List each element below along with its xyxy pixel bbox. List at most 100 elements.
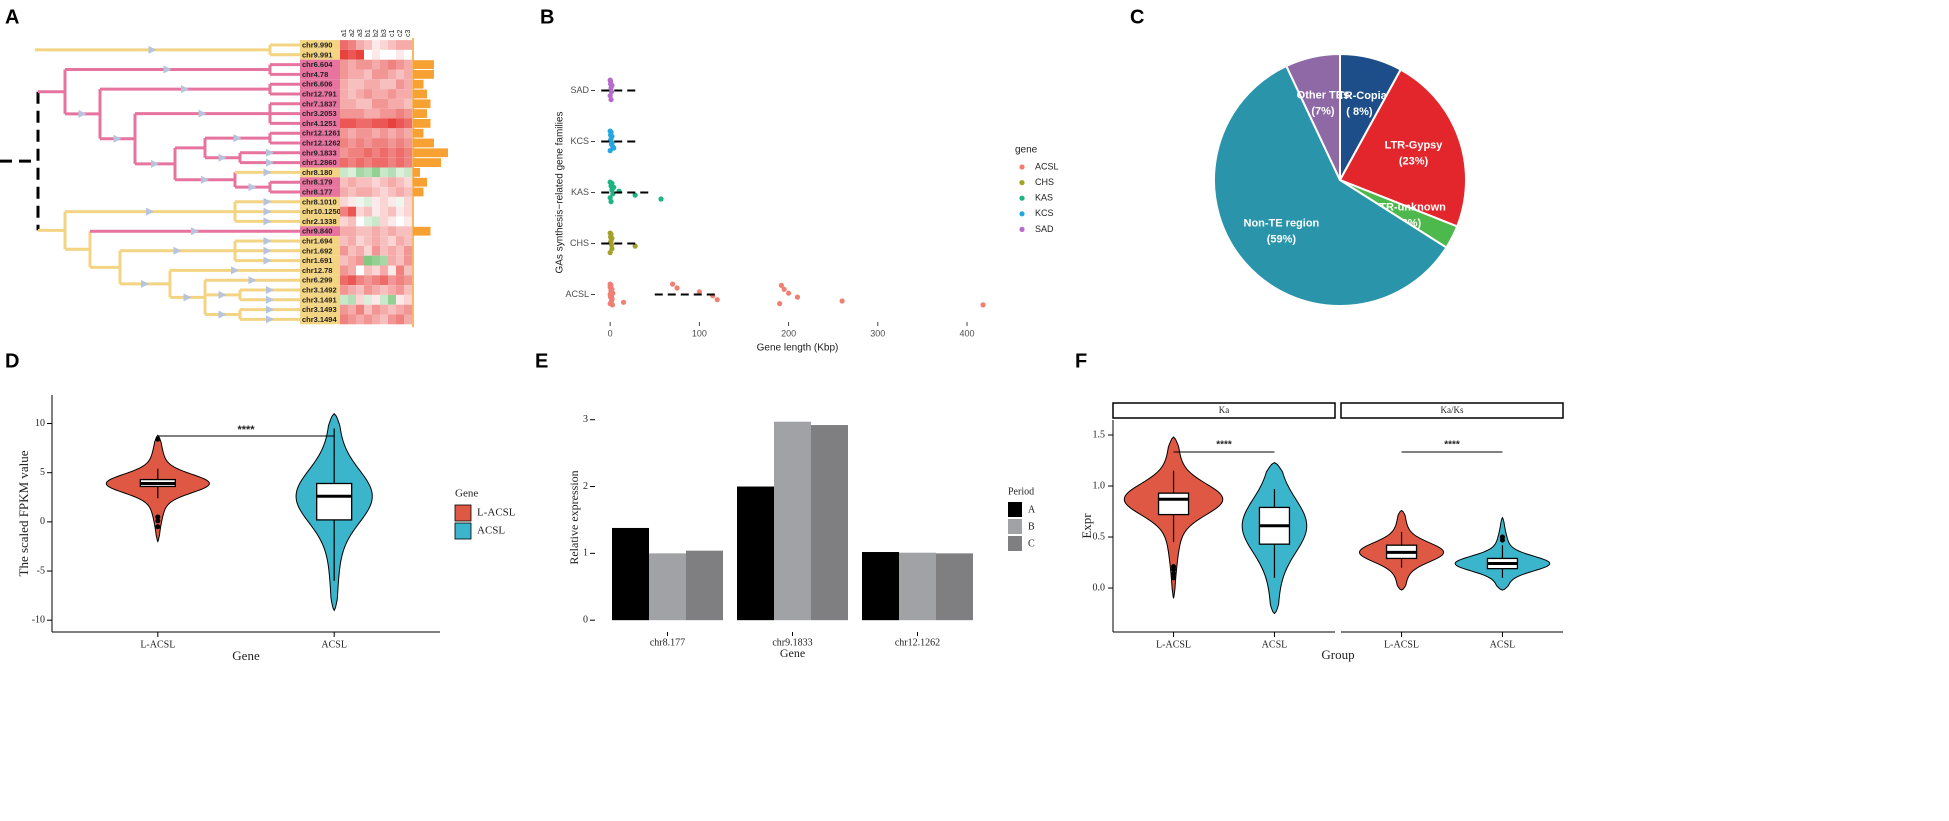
bar (774, 421, 811, 621)
legend-swatch (454, 522, 472, 540)
panel-letter: A (5, 6, 19, 28)
branch-arrow (266, 315, 274, 324)
panel-letter: B (540, 6, 554, 28)
legend-swatch (1008, 502, 1022, 517)
heat-cell (404, 245, 412, 256)
heat-cell (348, 147, 356, 158)
heat-cell (340, 236, 348, 246)
heat-cell (372, 177, 380, 188)
point (778, 282, 785, 288)
heat-cell (404, 294, 412, 305)
heat-cell (340, 59, 348, 70)
heat-cell (372, 98, 380, 109)
heat-cell (396, 98, 404, 109)
heat-cell (340, 216, 348, 227)
heat-cell (372, 128, 380, 139)
branch-arrow (218, 153, 227, 162)
heat-cell (380, 177, 388, 188)
heat-cell (380, 294, 388, 305)
heat-cell (372, 187, 380, 197)
significance: **** (1216, 440, 1232, 451)
row-label-bg (300, 40, 340, 50)
heat-cell (404, 118, 412, 129)
heat-cell (396, 157, 404, 168)
row-label: chr9.840 (302, 227, 332, 236)
point (609, 133, 615, 139)
heat-cell (364, 118, 372, 129)
point (696, 289, 702, 295)
branch-arrow (141, 279, 149, 288)
heat-cell (364, 196, 372, 207)
heat-cell (372, 89, 380, 99)
heat-cell (396, 59, 404, 70)
row-label: chr1.691 (302, 256, 332, 265)
heat-cell (404, 49, 412, 60)
x-tick-label: chr12.1262 (895, 637, 940, 648)
heat-cell (364, 167, 372, 178)
row-label: chr1.692 (302, 246, 332, 255)
heat-cell (372, 255, 380, 266)
heat-cell (372, 226, 380, 237)
heat-cell (364, 40, 372, 50)
legend-swatch (1019, 211, 1025, 217)
row-label: chr3.1491 (302, 295, 337, 304)
point (607, 284, 613, 290)
heat-cell (348, 294, 356, 305)
point (794, 294, 801, 300)
heat-cell (340, 206, 348, 217)
y-tick-label: 10 (35, 418, 45, 429)
heat-cell (356, 177, 364, 188)
heat-cell (404, 108, 412, 119)
heat-cell (380, 314, 388, 325)
point (609, 180, 615, 186)
row-label-bg (300, 216, 340, 227)
heat-cell (364, 128, 372, 139)
heat-cell (388, 59, 396, 70)
heat-cell (364, 255, 372, 266)
heat-cell (380, 147, 388, 158)
row-label: chr3.2053 (302, 109, 337, 118)
slice-label: Non-TE region (1244, 218, 1320, 230)
heat-cell (356, 196, 364, 207)
bar (936, 553, 973, 621)
x-tick-label: L-ACSL (1384, 639, 1419, 650)
bar (413, 168, 420, 177)
heat-cell (404, 128, 412, 139)
heat-cell (340, 294, 348, 305)
legend-title: Period (1008, 486, 1034, 497)
heat-cell (372, 40, 380, 50)
legend-swatch (1019, 164, 1025, 170)
row-label-bg (300, 118, 340, 129)
point (620, 299, 627, 305)
row-label-bg (300, 196, 340, 207)
heat-cell (404, 138, 412, 148)
heat-cell (388, 147, 396, 158)
heat-cell (364, 138, 372, 148)
row-label-bg (300, 294, 340, 305)
heat-cell (340, 118, 348, 129)
heat-cell (364, 157, 372, 168)
row-label-bg (300, 128, 340, 139)
bar (899, 552, 936, 621)
heat-cell (396, 275, 404, 286)
row-label: chr7.1837 (302, 99, 337, 108)
panel-letter: F (1075, 350, 1087, 372)
y-tick-label: 2 (583, 481, 588, 492)
row-label-bg (300, 69, 340, 80)
y-tick-label: -5 (37, 565, 45, 576)
x-tick-label: 200 (781, 328, 796, 338)
branch-arrow (173, 246, 182, 255)
heat-cell (372, 157, 380, 168)
heat-cell (364, 49, 372, 60)
heat-cell (356, 128, 364, 139)
heat-cell (388, 167, 396, 178)
heat-cell (380, 275, 388, 286)
heat-cell (396, 314, 404, 325)
heat-cell (388, 216, 396, 227)
legend-title: Gene (455, 488, 478, 500)
heat-cell (404, 167, 412, 178)
x-tick-label: chr8.177 (650, 637, 685, 648)
heat-cell (340, 89, 348, 99)
legend-swatch (1019, 226, 1025, 232)
branch-arrow (266, 158, 274, 167)
